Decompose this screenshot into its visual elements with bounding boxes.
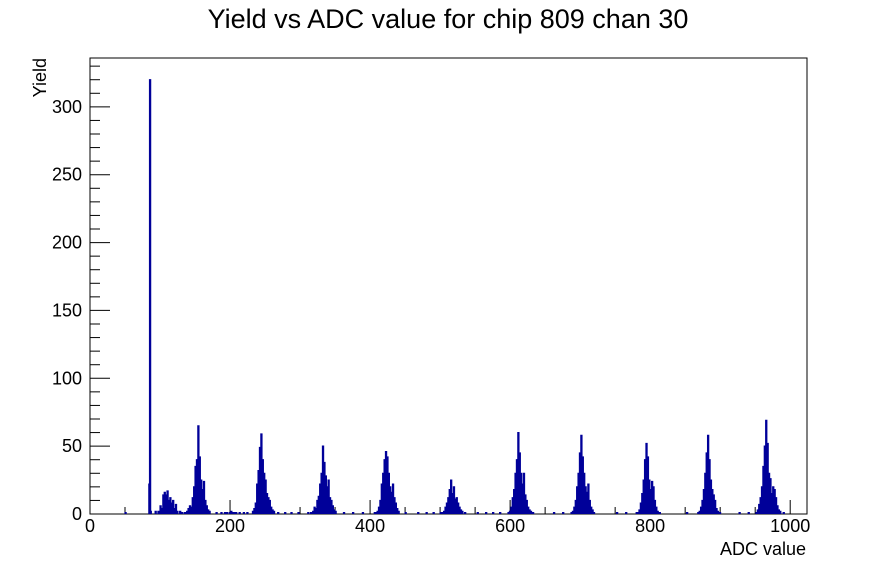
chart-title: Yield vs ADC value for chip 809 chan 30: [208, 4, 689, 34]
y-tick-label: 200: [52, 233, 82, 253]
histogram-bins: [125, 80, 784, 514]
x-tick-label: 800: [635, 516, 665, 536]
y-tick-label: 50: [62, 436, 82, 456]
x-axis-label: ADC value: [720, 539, 806, 559]
x-tick-label: 600: [495, 516, 525, 536]
y-tick-label: 250: [52, 165, 82, 185]
histogram-outline: [124, 79, 785, 514]
axis-ticks: [89, 65, 791, 515]
y-tick-label: 300: [52, 97, 82, 117]
y-axis-label: Yield: [30, 58, 50, 97]
tick-labels: 0 200 400 600 800 1000 0 50 100 150 200 250 300: [52, 97, 810, 536]
x-tick-label: 0: [85, 516, 95, 536]
y-tick-label: 0: [72, 504, 82, 524]
y-tick-label: 150: [52, 300, 82, 320]
y-tick-label: 100: [52, 368, 82, 388]
x-tick-label: 200: [215, 516, 245, 536]
x-tick-label: 400: [355, 516, 385, 536]
x-tick-label: 1000: [770, 516, 810, 536]
